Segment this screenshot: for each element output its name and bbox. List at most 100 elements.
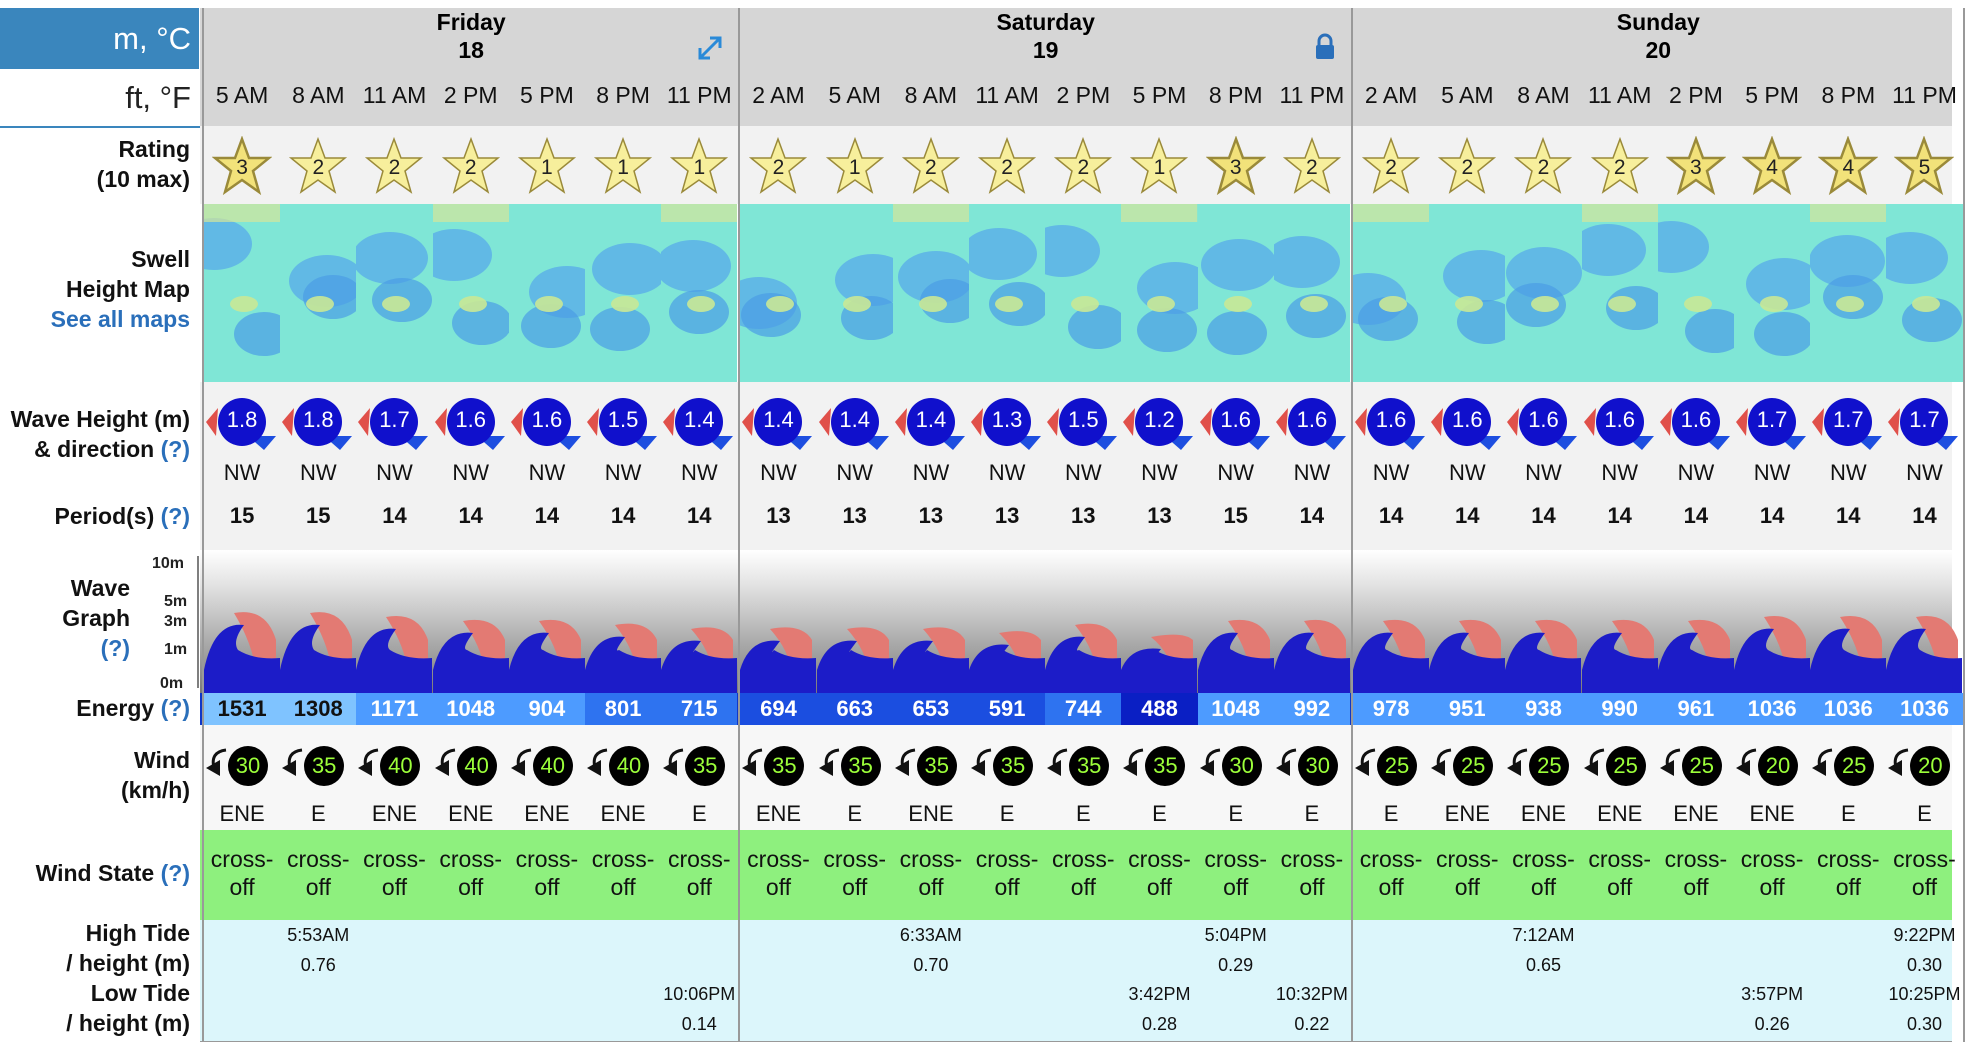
energy-cell [1734,693,1811,725]
wind-arrow-icon [356,744,432,788]
swell-map-graphic [204,204,281,356]
wave-height-value: 1.7 [1756,407,1788,432]
units-imperial-button[interactable]: ft, °F [125,80,191,115]
rating-value: 2 [1537,156,1550,179]
low-tide-height: 0.14 [681,1014,717,1034]
time-label: 5 AM [215,82,269,108]
wave-direction-arrow-icon [817,392,893,456]
wave-direction-arrow-icon [1734,392,1810,456]
time-label: 5 AM [1441,82,1494,108]
energy-help-link[interactable]: (?) [160,695,190,721]
swell-map-graphic [289,255,357,319]
expand-icon[interactable] [696,34,724,62]
wave-direction-arrow-icon [893,392,969,456]
low-tide-time: 10:25PM [1888,984,1961,1004]
wave-direction-arrow-icon [509,392,585,456]
wind-arrow-icon [1505,744,1581,788]
forecast-grid: Friday 18 Saturday 19 Sunday 20 5 AM 3 1.8 NW 15 15… [200,0,1965,1048]
time-label: 2 AM [752,82,805,108]
period-value: 15 [1223,503,1248,528]
period-value: 14 [458,503,483,528]
energy-cell [1273,693,1350,725]
wave-direction: NW [1829,460,1867,485]
energy-value: 992 [1293,696,1331,721]
wave-graph-icon [1581,600,1658,693]
swell-map-tile [1045,204,1122,382]
wave-help-link[interactable]: (?) [160,436,190,462]
wind-speed-value: 25 [1613,753,1638,778]
tide-label: High Tide / height (m) Low Tide / height… [66,920,190,1036]
energy-cell [432,693,509,725]
wind-state-line1: cross- [975,846,1039,872]
lock-icon[interactable] [1313,32,1337,62]
swell-map-graphic [1353,204,1430,341]
period-value: 14 [1836,503,1861,528]
wind-arrow-icon [509,744,585,788]
wave-graph-icon [661,600,738,693]
high-tide-height: 0.70 [913,955,949,975]
wind-state-help-link[interactable]: (?) [160,860,190,886]
low-tide-height: 0.22 [1294,1014,1330,1034]
rating-value: 2 [1385,156,1397,179]
time-label: 11 AM [1587,82,1652,108]
energy-cell [740,693,817,725]
wind-speed-value: 30 [235,753,261,778]
energy-value: 591 [988,696,1026,721]
wind-direction: E [691,801,707,826]
rating-value: 2 [1077,156,1090,179]
period-help-link[interactable]: (?) [160,503,190,529]
day-date: 18 [458,37,484,63]
rating-value: 5 [1918,156,1931,179]
wave-graph-icon [1505,600,1582,693]
wind-speed-value: 25 [1384,753,1410,778]
period-value: 13 [1147,503,1172,528]
energy-cell [1429,693,1506,725]
bottom-border [200,1041,1952,1042]
units-metric-button[interactable]: m, °C [0,8,199,69]
wave-graph-icon [1734,600,1810,693]
wave-direction: NW [1372,460,1410,485]
high-tide-height: 0.76 [300,955,336,975]
wind-speed-value: 35 [772,753,797,778]
low-tide-height: 0.28 [1141,1014,1177,1034]
energy-cell [1886,693,1963,725]
wind-speed-value: 35 [924,753,950,778]
wave-direction: NW [1293,460,1331,485]
wind-direction: ENE [524,801,570,826]
swell-map-tile [816,204,893,382]
wind-state-line1: cross- [823,846,886,872]
swell-map-label: Swell Height Map See all maps [0,244,200,334]
high-tide-height: 0.65 [1525,955,1561,975]
high-tide-time: 9:22PM [1893,925,1956,945]
swell-map-tile [661,204,738,382]
swell-map-tile [1734,204,1811,382]
wind-state-line2: off [534,874,560,900]
energy-value: 978 [1372,696,1410,721]
swell-map-tile [1121,204,1198,382]
time-label: 11 PM [666,82,732,108]
swell-map-tile [1273,204,1350,382]
wind-state-line1: cross- [899,846,963,872]
wind-state-line1: cross- [747,846,810,872]
rating-star-icon [364,136,424,196]
wind-speed-value: 35 [1076,753,1102,778]
wind-state-line2: off [610,874,636,900]
energy-value: 1171 [370,696,419,721]
rating-star-icon [977,136,1037,196]
wind-speed-value: 35 [1153,753,1178,778]
wave-graph-help-link[interactable]: (?) [100,635,130,661]
wave-direction-arrow-icon [1274,392,1350,456]
swell-map-tile [740,204,817,382]
period-value: 14 [1607,503,1632,528]
wave-direction: NW [1141,460,1178,485]
wind-speed-value: 30 [1229,753,1254,778]
rating-value: 2 [388,156,401,179]
wind-speed-value: 25 [1460,753,1486,778]
wind-state-line1: cross- [667,846,731,872]
swell-map-tile [356,204,433,382]
wind-state-line1: cross- [1204,846,1267,872]
wave-height-value: 1.4 [763,407,794,432]
wind-arrow-icon [204,744,280,788]
wave-direction-arrow-icon [969,392,1045,456]
see-all-maps-link[interactable]: See all maps [50,306,190,332]
